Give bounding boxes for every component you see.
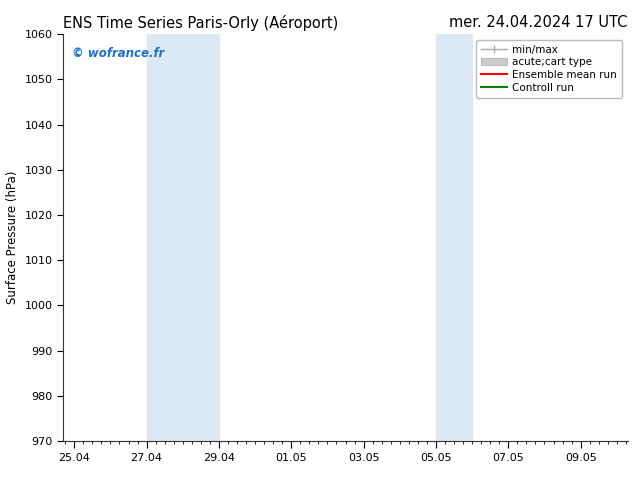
Bar: [436, 34, 472, 441]
Y-axis label: Surface Pressure (hPa): Surface Pressure (hPa): [6, 171, 19, 304]
Legend: min/max, acute;cart type, Ensemble mean run, Controll run: min/max, acute;cart type, Ensemble mean …: [476, 40, 623, 98]
Text: ENS Time Series Paris-Orly (Aéroport): ENS Time Series Paris-Orly (Aéroport): [63, 15, 339, 31]
Text: © wofrance.fr: © wofrance.fr: [72, 47, 164, 59]
Text: mer. 24.04.2024 17 UTC: mer. 24.04.2024 17 UTC: [450, 15, 628, 30]
Bar: [146, 34, 219, 441]
